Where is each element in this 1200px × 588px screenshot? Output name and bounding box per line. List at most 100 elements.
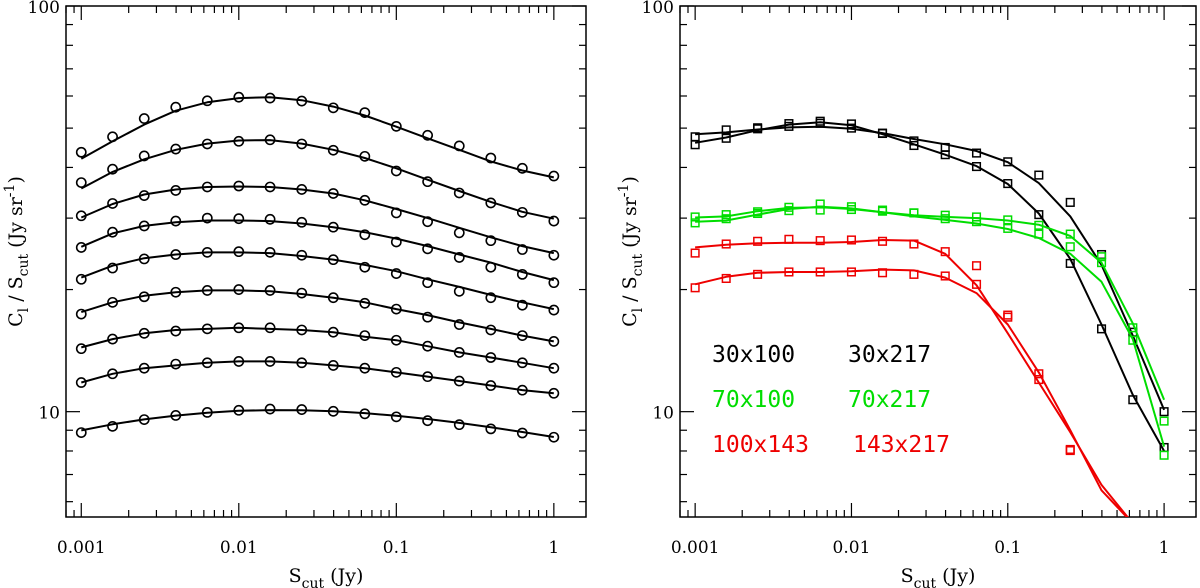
data-point-curve-2	[264, 134, 276, 146]
data-point-143x217	[940, 271, 950, 281]
data-point-curve-4	[75, 242, 87, 253]
legend-item-30x217: 30x217	[848, 342, 931, 368]
data-point-curve-9	[264, 403, 276, 415]
data-point-curve-6	[327, 292, 339, 304]
data-point-curve-9	[75, 427, 87, 438]
data-point-curve-1	[453, 140, 465, 152]
data-point-curve-6	[296, 287, 308, 299]
data-point-curve-8	[422, 371, 434, 383]
data-point-curve-1	[107, 131, 118, 143]
data-point-curve-2	[516, 206, 528, 218]
data-point-100x143	[753, 236, 763, 246]
y-tick-label: 100	[642, 0, 674, 18]
data-point-100x143	[877, 236, 888, 246]
data-point-70x100	[1034, 220, 1044, 230]
data-point-curve-5	[359, 261, 371, 273]
data-point-curve-8	[485, 380, 497, 391]
data-point-curve-6	[390, 303, 402, 315]
data-point-143x217	[971, 279, 982, 289]
data-point-curve-3	[359, 194, 371, 206]
x-tick-label: 1	[1159, 538, 1170, 558]
data-point-curve-7	[170, 325, 182, 337]
x-tick-label: 0.01	[833, 538, 871, 558]
data-point-70x217	[1065, 242, 1075, 252]
data-point-curve-9	[548, 431, 560, 443]
data-point-70x100	[1003, 215, 1013, 225]
data-point-100x143	[1098, 523, 1106, 531]
data-point-curve-5	[138, 253, 150, 265]
data-point-curve-9	[390, 411, 402, 423]
data-point-70x217	[971, 217, 982, 227]
data-point-70x217	[877, 205, 888, 215]
data-point-143x217	[753, 269, 763, 279]
data-point-100x143	[1034, 369, 1044, 379]
data-point-curve-7	[233, 322, 245, 334]
data-point-curve-2	[107, 163, 118, 175]
data-point-curve-5	[485, 292, 497, 304]
data-point-70x217	[1003, 223, 1013, 233]
data-point-curve-2	[75, 177, 87, 189]
data-point-curve-4	[138, 220, 150, 232]
data-point-curve-6	[485, 324, 497, 336]
data-point-curve-5	[170, 249, 182, 260]
fit-curve-curve-6	[81, 289, 554, 343]
data-point-curve-4	[485, 261, 497, 273]
data-point-70x217	[690, 218, 700, 228]
data-point-30x217	[909, 140, 919, 151]
data-point-curve-9	[201, 406, 213, 418]
data-point-curve-8	[548, 387, 560, 399]
data-point-curve-4	[264, 213, 276, 225]
data-point-curve-6	[453, 319, 465, 330]
data-point-curve-1	[170, 101, 182, 113]
data-point-70x100	[1096, 252, 1107, 262]
data-point-curve-6	[75, 308, 87, 320]
data-point-curve-7	[453, 346, 465, 358]
data-point-100x143	[784, 234, 794, 244]
data-point-curve-6	[264, 285, 276, 296]
data-point-curve-8	[233, 356, 245, 367]
data-point-curve-6	[422, 311, 434, 323]
fit-curve-curve-7	[81, 326, 554, 370]
data-point-curve-8	[170, 358, 182, 370]
data-point-curve-3	[453, 227, 465, 239]
data-point-curve-7	[201, 323, 213, 335]
data-point-143x217	[1003, 310, 1013, 320]
data-point-curve-7	[548, 362, 560, 374]
fit-curve-curve-9	[81, 409, 554, 438]
data-point-curve-6	[359, 297, 371, 309]
data-point-curve-3	[516, 244, 528, 255]
fit-curve-70x100	[695, 206, 1166, 401]
data-point-70x217	[909, 208, 919, 218]
data-point-curve-3	[75, 210, 87, 222]
data-point-143x217	[784, 267, 794, 277]
data-point-30x100	[1159, 407, 1169, 417]
data-point-100x143	[690, 248, 700, 258]
data-point-curve-3	[422, 216, 434, 228]
data-point-curve-3	[107, 198, 118, 209]
data-point-30x100	[1065, 197, 1075, 207]
data-point-70x217	[1128, 335, 1138, 345]
data-point-curve-8	[264, 356, 276, 367]
data-point-curve-8	[327, 360, 339, 371]
x-tick-label: 0.001	[57, 538, 106, 558]
x-tick-label: 0.001	[671, 538, 720, 558]
data-point-curve-1	[201, 95, 213, 107]
data-point-curve-2	[422, 176, 434, 188]
data-point-30x100	[1034, 170, 1044, 180]
data-point-curve-2	[233, 135, 245, 147]
plot-frame	[679, 5, 1197, 518]
data-point-30x100	[1003, 157, 1013, 167]
data-point-curve-9	[422, 415, 434, 427]
left-panel: 0.001 0.01 0.1 1 10 100 Scut (Jy) Cl / Scut (Jy…	[2, 0, 587, 588]
data-point-30x217	[753, 124, 763, 134]
data-point-curve-7	[485, 352, 497, 363]
data-point-143x217	[1065, 444, 1075, 455]
data-point-curve-7	[390, 334, 402, 346]
plot-area	[75, 91, 560, 443]
data-point-curve-4	[327, 221, 339, 233]
data-point-70x217	[1034, 229, 1044, 239]
y-tick-label: 10	[38, 404, 60, 424]
data-point-70x100	[1159, 416, 1169, 426]
data-point-curve-5	[548, 304, 560, 316]
